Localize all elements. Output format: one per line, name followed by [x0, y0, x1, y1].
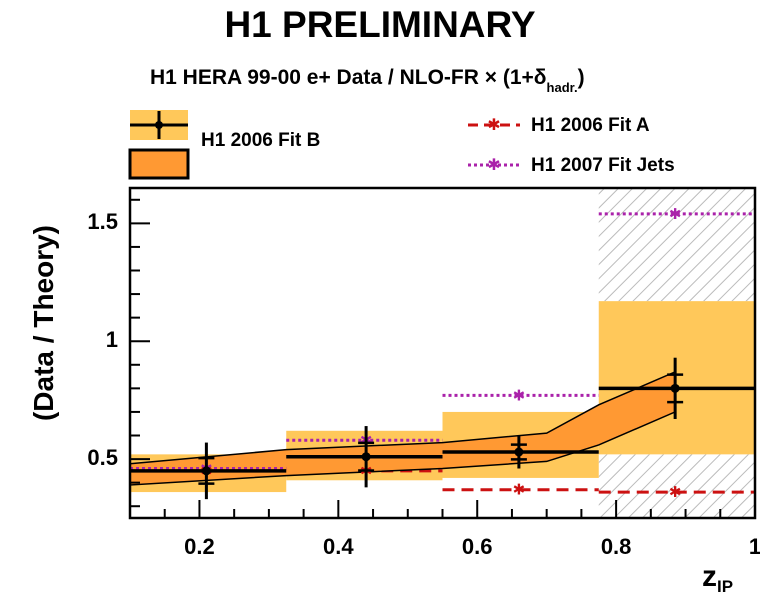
y-tick-label: 0.5 — [87, 445, 118, 471]
legend-data-marker — [155, 121, 163, 129]
legend-fitA-label: H1 2006 Fit A — [531, 115, 650, 136]
legend-jets-marker: ✱ — [487, 157, 500, 174]
chart-subtitle: H1 HERA 99-00 e+ Data / NLO-FR × (1+δhad… — [150, 66, 585, 95]
fitJets-marker-2: ✱ — [513, 387, 526, 404]
data-point-3 — [670, 383, 680, 393]
data-point-1 — [361, 452, 371, 462]
x-tick-label: 0.8 — [600, 534, 632, 559]
hatched-region-1 — [598, 188, 755, 302]
x-tick-label: 0.4 — [323, 534, 354, 559]
hatched-region-0 — [598, 454, 755, 518]
legend-jets-label: H1 2007 Fit Jets — [531, 155, 675, 176]
legend: ✱ ✱ — [128, 110, 520, 180]
x-axis-label: zIP — [702, 560, 734, 596]
chart-title: H1 PRELIMINARY — [224, 4, 536, 45]
x-axis-label-main: z — [702, 560, 717, 593]
subtitle-factor: × (1+δ — [484, 66, 547, 89]
plot-area: ✱✱✱✱✱✱✱✱ — [128, 186, 757, 520]
subtitle-subscript: hadr. — [546, 80, 578, 95]
legend-fitB-label: H1 2006 Fit B — [201, 130, 321, 151]
subtitle-main: H1 HERA 99-00 e+ Data / NLO-FR — [150, 66, 479, 89]
y-tick-label: 1 — [105, 327, 118, 353]
y-tick-label: 1.5 — [87, 209, 118, 235]
data-point-2 — [514, 447, 524, 457]
legend-fitB-swatch — [128, 148, 190, 180]
subtitle-close: ) — [577, 66, 585, 89]
fitA-marker-3: ✱ — [669, 484, 682, 501]
fitA-marker-2: ✱ — [513, 482, 526, 499]
fitJets-marker-3: ✱ — [669, 206, 682, 223]
x-tick-label: 1 — [748, 534, 760, 559]
x-tick-label: 0.2 — [184, 534, 215, 559]
y-axis-label: (Data / Theory) — [28, 224, 59, 422]
legend-fitA-marker: ✱ — [487, 117, 500, 134]
x-axis-label-subscript: IP — [717, 577, 734, 596]
x-tick-label: 0.6 — [461, 534, 493, 559]
data-point-0 — [201, 466, 211, 476]
